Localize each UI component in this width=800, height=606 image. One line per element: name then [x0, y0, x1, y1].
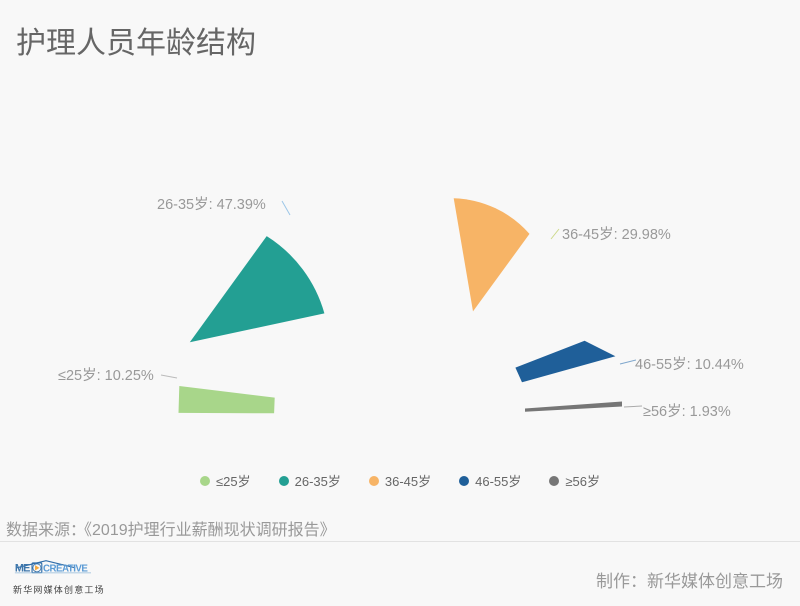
- svg-text:ME: ME: [15, 563, 30, 574]
- svg-text:CREATIVE: CREATIVE: [43, 564, 88, 574]
